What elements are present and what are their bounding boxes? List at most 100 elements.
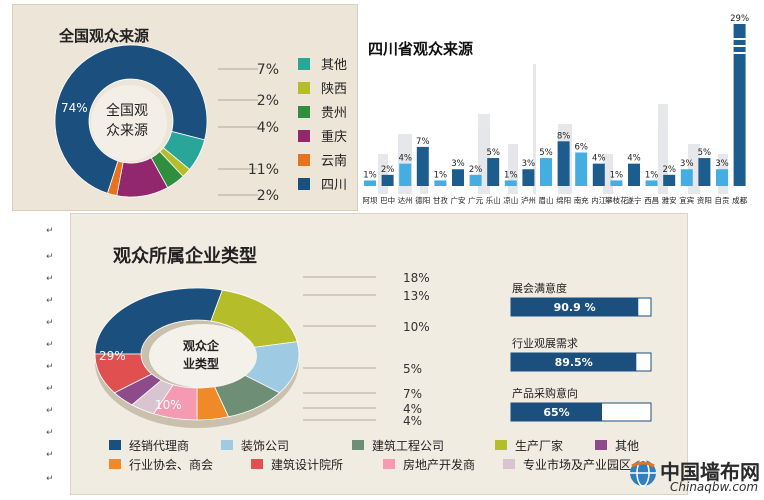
progress-bar-fill [511, 403, 602, 421]
industry-legend-label: 装饰公司 [241, 439, 289, 453]
industry-center-label: 观众企 [183, 338, 220, 353]
sichuan-bar-stripe [733, 52, 746, 54]
paragraph-mark: ↵ [46, 406, 54, 416]
sichuan-bar-stripe [733, 38, 746, 40]
national-legend-label: 陕西 [321, 82, 347, 97]
sichuan-bar-value-label: 5% [539, 148, 553, 158]
sichuan-bar-遂宁 [628, 163, 640, 186]
national-legend-swatch [298, 154, 310, 166]
sichuan-bar-乐山 [487, 158, 500, 186]
sichuan-bar-眉山 [540, 158, 552, 186]
sichuan-bar-value-label: 2% [469, 165, 483, 175]
progress-bar-fill [511, 353, 637, 371]
sichuan-category-label: 达州 [398, 195, 413, 205]
sichuan-bar-value-label: 1% [504, 170, 518, 180]
industry-chart-title: 观众所属企业类型 [113, 245, 257, 267]
sichuan-bar-德阳 [416, 146, 429, 186]
sichuan-category-label: 绵阳 [556, 195, 571, 205]
sichuan-bar-成都 [733, 24, 746, 186]
industry-callout-label: 10% [403, 320, 430, 334]
sichuan-category-label: 广安 [451, 195, 466, 205]
national-legend-label: 贵州 [321, 106, 347, 121]
industry-legend-label: 其他 [615, 439, 639, 453]
national-legend-swatch [298, 130, 310, 142]
sichuan-bar-value-label: 5% [486, 148, 500, 158]
sichuan-category-label: 巴中 [380, 195, 395, 205]
skyline-building [378, 154, 388, 194]
national-callout-label: 11% [248, 162, 279, 178]
sichuan-bar-value-label: 1% [363, 170, 377, 180]
paragraph-mark: ↵ [46, 428, 54, 438]
national-slice-5 [107, 160, 124, 197]
watermark-domain: Chinaqbw.com [670, 480, 759, 494]
paragraph-mark: ↵ [46, 450, 54, 460]
sichuan-chart-title: 四川省观众来源 [368, 40, 473, 58]
progress-bar-label: 行业观展需求 [512, 337, 578, 350]
paragraph-mark: ↵ [46, 252, 54, 262]
sichuan-bar-攀枝花 [610, 180, 623, 186]
sichuan-bar-value-label: 1% [434, 170, 448, 180]
sichuan-bar-value-label: 3% [522, 159, 536, 169]
paragraph-mark: ↵ [46, 274, 54, 284]
sichuan-bar-value-label: 29% [730, 14, 749, 24]
industry-callout-label: 4% [403, 414, 422, 428]
sichuan-bar-宜宾 [680, 169, 693, 186]
industry-legend-label: 经销代理商 [129, 438, 189, 453]
national-legend-label: 其他 [321, 58, 347, 73]
industry-center-label: 业类型 [183, 356, 219, 371]
sichuan-bar-value-label: 7% [416, 137, 430, 147]
sichuan-bar-value-label: 4% [627, 154, 641, 164]
sichuan-bar-南充 [575, 152, 588, 186]
progress-bar-value: 65% [543, 406, 569, 419]
industry-legend-swatch [352, 440, 364, 450]
sichuan-category-label: 阿坝 [363, 196, 378, 205]
skyline-building [658, 104, 668, 194]
sichuan-bar-阿坝 [364, 180, 376, 186]
paragraph-mark: ↵ [46, 340, 54, 350]
sichuan-category-label: 西昌 [644, 196, 659, 205]
paragraph-mark: ↵ [46, 226, 54, 236]
sichuan-category-label: 乐山 [486, 195, 501, 205]
sichuan-category-label: 自贡 [715, 195, 730, 205]
industry-callout-label: 4% [403, 402, 422, 416]
national-legend-label: 云南 [321, 153, 347, 169]
sichuan-source-panel: 四川省观众来源 1% 阿坝 2% 巴中 4% 达州 7% 德阳 1% 甘孜 3% 广安 2% 广元 5% 乐山 1… [358, 4, 758, 211]
industry-legend-swatch [495, 440, 507, 450]
sichuan-bar-value-label: 1% [645, 170, 659, 180]
industry-callout-label: 18% [403, 271, 430, 285]
progress-bar-value: 89.5% [555, 356, 593, 369]
sichuan-category-label: 泸州 [521, 195, 536, 205]
sichuan-category-label: 南充 [574, 195, 589, 205]
sichuan-source-chart: 四川省观众来源 1% 阿坝 2% 巴中 4% 达州 7% 德阳 1% 甘孜 3% 广安 2% 广元 5% 乐山 1… [363, 14, 750, 205]
paragraph-mark: ↵ [46, 296, 54, 306]
industry-type-chart: 观众所属企业类型观众企业类型29%10%18%13%10%5%7%4%4%展会满… [94, 245, 652, 472]
sichuan-bar-达州 [399, 163, 412, 186]
skyline-building [533, 64, 536, 194]
sichuan-bar-value-label: 2% [662, 165, 676, 175]
sichuan-category-label: 眉山 [539, 195, 554, 205]
paragraph-mark: ↵ [46, 474, 54, 484]
paragraph-mark: ↵ [46, 384, 54, 394]
national-legend-swatch [298, 178, 310, 190]
site-watermark: 中国墙布网 Chinaqbw.com [624, 452, 764, 500]
sichuan-bar-雅安 [663, 174, 676, 186]
sichuan-bar-自贡 [716, 169, 728, 186]
progress-bar-label: 展会满意度 [512, 281, 567, 295]
sichuan-bar-value-label: 3% [680, 159, 694, 169]
national-callout-label: 2% [257, 93, 279, 109]
national-center-label: 全国观 [106, 102, 148, 119]
sichuan-bar-泸州 [522, 169, 535, 186]
sichuan-category-label: 成都 [732, 195, 748, 205]
national-callout-label: 7% [257, 62, 279, 78]
national-source-panel: 全国观众来源 全国观 众来源 74% 7% 2% 4% 11% 2% 其他 陕西 贵州 重庆 云南 四川 [12, 4, 358, 211]
industry-legend-swatch [251, 459, 263, 469]
industry-legend-label: 房地产开发商 [403, 457, 475, 472]
national-center-label: 众来源 [106, 123, 148, 139]
national-slice-0 [54, 44, 208, 194]
sichuan-bar-value-label: 6% [574, 142, 588, 152]
globe-logo-icon [630, 459, 656, 487]
sichuan-bar-甘孜 [434, 180, 447, 186]
progress-bar-label: 产品采购意向 [512, 386, 578, 400]
sichuan-category-label: 遂宁 [627, 195, 642, 205]
industry-legend-swatch [595, 440, 607, 450]
